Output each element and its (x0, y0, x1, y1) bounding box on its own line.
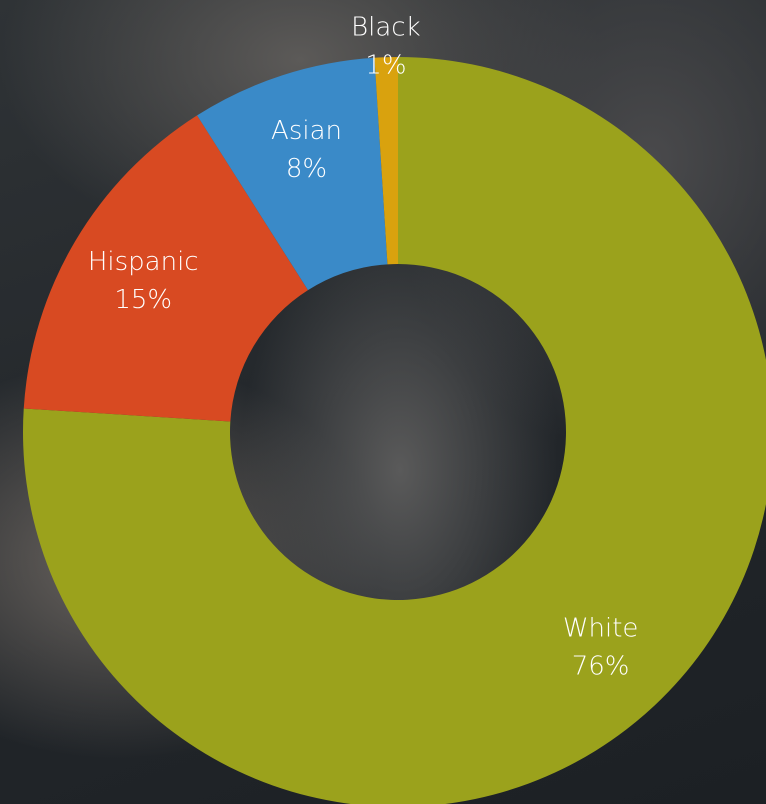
chart: White 76% Hispanic 15% Asian 8% Black 1% (0, 0, 766, 804)
slice-value: 76% (572, 651, 630, 681)
page: White 76% Hispanic 15% Asian 8% Black 1% (0, 0, 766, 804)
slice-value: 1% (365, 51, 406, 81)
slice-label: Asian (271, 116, 342, 146)
slice-label: Hispanic (88, 247, 199, 277)
slice-label: White (563, 613, 639, 643)
slice-label: Black (351, 13, 421, 43)
slice-value: 15% (114, 285, 172, 315)
slice-value: 8% (286, 154, 327, 184)
